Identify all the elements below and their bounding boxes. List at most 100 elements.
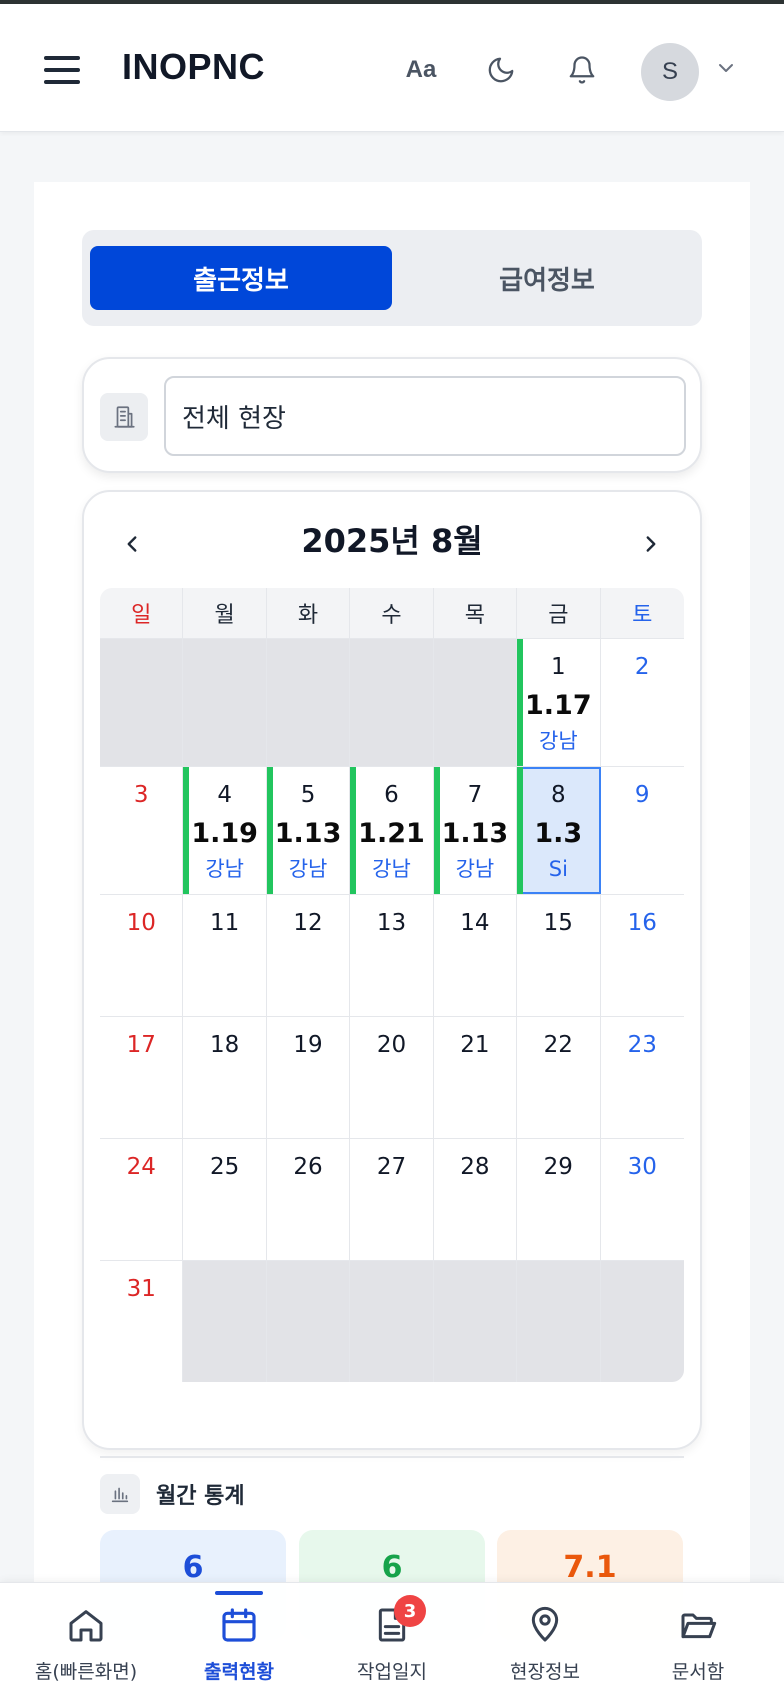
site-name: 강남 <box>288 857 328 881</box>
calendar-day-cell[interactable]: 11 <box>183 895 267 1016</box>
calendar-day-cell[interactable]: 26 <box>266 1139 351 1260</box>
chevron-down-icon[interactable] <box>714 56 738 80</box>
calendar-day-cell[interactable]: 25 <box>183 1139 267 1260</box>
work-units: 1.17 <box>525 690 592 721</box>
calendar-week: 17 18 19 20 21 22 23 <box>100 1016 684 1138</box>
stat-value: 7.1 <box>563 1550 617 1585</box>
day-number: 15 <box>543 910 573 936</box>
nav-attendance[interactable]: 출력현황 <box>161 1583 317 1690</box>
calendar-day-cell[interactable]: 30 <box>600 1139 684 1260</box>
prev-month-button[interactable] <box>112 524 152 564</box>
day-number: 24 <box>126 1154 156 1180</box>
tab-salary[interactable]: 급여정보 <box>499 265 595 296</box>
calendar-day-cell[interactable]: 2 <box>600 639 684 766</box>
calendar-week: 24 25 26 27 28 29 30 <box>100 1138 684 1260</box>
active-indicator <box>215 1591 263 1595</box>
calendar-day-cell[interactable]: 10 <box>100 895 184 1016</box>
calendar-empty-cell <box>266 639 351 766</box>
monthly-stats-header: 월간 통계 <box>100 1474 245 1514</box>
calendar-day-cell[interactable]: 12 <box>266 895 351 1016</box>
calendar-week: 3 4 1.19 강남 5 1.13 강남 6 1.21 강남 7 1.13 강남 8 1.3 Si 9 <box>100 766 684 894</box>
day-number: 10 <box>126 910 156 936</box>
calendar-day-cell[interactable]: 19 <box>266 1017 351 1138</box>
weekday-tue: 화 <box>267 588 351 638</box>
moon-icon <box>488 57 514 83</box>
next-month-button[interactable] <box>631 524 671 564</box>
tab-attendance[interactable]: 출근정보 <box>90 246 392 310</box>
work-units: 1.13 <box>441 818 509 849</box>
calendar-day-cell[interactable]: 4 1.19 강남 <box>183 767 267 894</box>
calendar-day-cell[interactable]: 21 <box>433 1017 518 1138</box>
calendar-day-cell[interactable]: 7 1.13 강남 <box>433 767 518 894</box>
nav-worklog[interactable]: 3 작업일지 <box>314 1583 470 1690</box>
weekday-header: 일 월 화 수 목 금 토 <box>100 588 684 638</box>
calendar-day-cell[interactable]: 6 1.21 강남 <box>350 767 434 894</box>
calendar-day-cell[interactable]: 22 <box>517 1017 601 1138</box>
weekday-thu: 목 <box>434 588 518 638</box>
day-number: 13 <box>376 910 407 936</box>
site-name: 강남 <box>455 857 495 881</box>
calendar-day-cell[interactable]: 17 <box>100 1017 184 1138</box>
calendar-empty-cell <box>266 1261 351 1382</box>
calendar-day-cell[interactable]: 1 1.17 강남 <box>517 639 601 766</box>
calendar-empty-cell <box>350 1261 434 1382</box>
calendar-empty-cell <box>350 639 434 766</box>
calendar-day-cell[interactable]: 14 <box>433 895 518 1016</box>
work-units: 1.3 <box>534 818 583 849</box>
calendar-day-cell[interactable]: 24 <box>100 1139 184 1260</box>
nav-documents[interactable]: 문서함 <box>620 1583 776 1690</box>
day-number: 22 <box>543 1032 573 1058</box>
day-number: 1 <box>551 654 566 680</box>
calendar-day-cell[interactable]: 27 <box>350 1139 434 1260</box>
calendar-empty-cell <box>183 1261 267 1382</box>
section-divider <box>100 1456 684 1458</box>
calendar-day-cell[interactable]: 31 <box>100 1261 184 1382</box>
calendar-icon <box>215 1601 263 1649</box>
weekday-fri: 금 <box>517 588 601 638</box>
chevron-right-icon <box>646 536 656 552</box>
day-number: 31 <box>126 1276 156 1302</box>
chevron-left-icon <box>127 536 137 552</box>
calendar-day-cell[interactable]: 3 <box>100 767 184 894</box>
weekday-sun: 일 <box>100 588 184 638</box>
menu-icon[interactable] <box>44 56 80 84</box>
site-filter-card: 전체 현장 <box>82 357 702 473</box>
calendar-day-cell[interactable]: 20 <box>350 1017 434 1138</box>
work-units: 1.21 <box>358 818 425 849</box>
dark-mode-button[interactable] <box>479 48 523 92</box>
calendar-day-cell[interactable]: 28 <box>433 1139 518 1260</box>
nav-home[interactable]: 홈(빠른화면) <box>8 1583 164 1690</box>
calendar-empty-cell <box>183 639 267 766</box>
nav-site-info[interactable]: 현장정보 <box>467 1583 623 1690</box>
day-number: 28 <box>460 1154 490 1180</box>
day-number: 17 <box>126 1032 156 1058</box>
calendar-day-cell[interactable]: 16 <box>600 895 684 1016</box>
site-select[interactable]: 전체 현장 <box>164 376 686 456</box>
calendar-day-cell[interactable]: 15 <box>517 895 601 1016</box>
calendar-empty-cell <box>517 1261 601 1382</box>
building-icon <box>100 393 148 441</box>
day-number: 26 <box>293 1154 323 1180</box>
brand-logo[interactable]: INOPNC <box>122 46 266 87</box>
day-number: 19 <box>293 1032 323 1058</box>
day-number: 16 <box>627 910 657 936</box>
calendar-day-cell[interactable]: 5 1.13 강남 <box>266 767 351 894</box>
calendar-weeks: 1 1.17 강남 2 3 4 1.19 강남 5 1.13 강남 6 1.21 강남 7 1.13 강남 8 1.… <box>100 638 684 1382</box>
calendar-day-cell[interactable]: 9 <box>600 767 684 894</box>
day-number: 20 <box>376 1032 407 1058</box>
calendar-day-cell[interactable]: 8 1.3 Si <box>517 767 601 894</box>
calendar-day-cell[interactable]: 29 <box>517 1139 601 1260</box>
bell-icon <box>569 56 595 84</box>
notifications-button[interactable] <box>560 48 604 92</box>
font-size-button[interactable]: Aa <box>399 48 443 92</box>
stat-value: 6 <box>381 1550 403 1585</box>
work-units: 1.19 <box>191 818 258 849</box>
bar-chart-icon <box>100 1474 140 1514</box>
calendar-day-cell[interactable]: 23 <box>600 1017 684 1138</box>
avatar[interactable]: S <box>641 43 699 101</box>
calendar-day-cell[interactable]: 18 <box>183 1017 267 1138</box>
day-number: 7 <box>467 782 483 808</box>
day-number: 14 <box>460 910 490 936</box>
site-name: 강남 <box>205 857 244 881</box>
calendar-day-cell[interactable]: 13 <box>350 895 434 1016</box>
